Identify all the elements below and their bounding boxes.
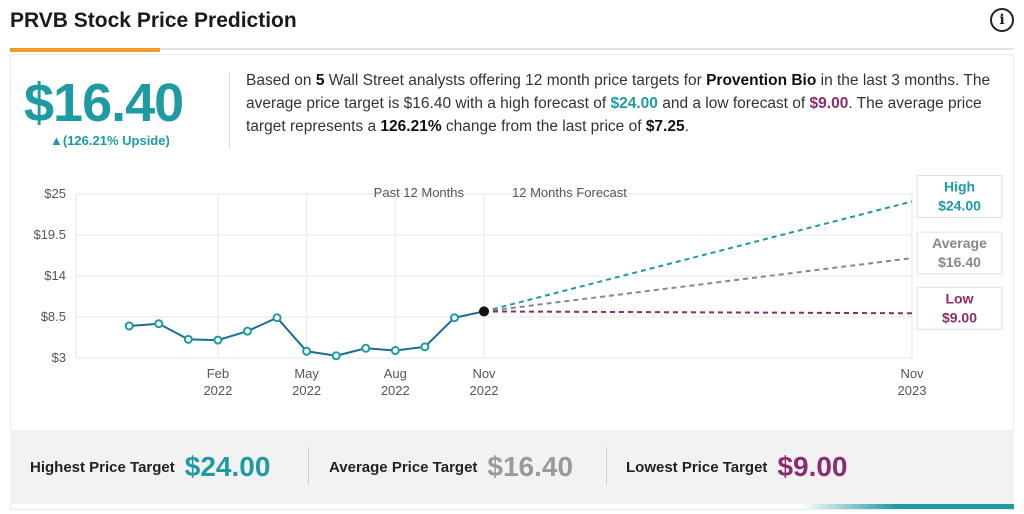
highest-target-value: $24.00 (184, 451, 271, 482)
y-tick-label: $25 (44, 186, 66, 201)
forecast-label-value: $24.00 (938, 197, 981, 213)
summary-text: Wall Street analysts offering 12 month p… (324, 72, 707, 89)
forecast-label-name: Low (946, 290, 974, 306)
x-tick-month: Nov (900, 366, 924, 381)
upside-badge: ▲(126.21% Upside) (50, 133, 170, 148)
x-tick-year: 2022 (292, 383, 321, 398)
lowest-target-value: $9.00 (777, 451, 848, 482)
analyst-count: 5 (315, 72, 325, 89)
forecast-label-box (916, 231, 1003, 275)
footer-divider (606, 447, 607, 485)
highest-target-group: Highest Price Target $24.00 (30, 430, 270, 504)
info-icon[interactable]: i (990, 8, 1014, 32)
history-point (154, 319, 164, 329)
footer-divider (308, 447, 309, 485)
history-point (124, 321, 134, 331)
history-point (390, 346, 400, 356)
history-point (183, 334, 193, 344)
x-tick-month: Nov (472, 366, 496, 381)
past-section-label: Past 12 Months (374, 185, 465, 200)
y-tick-label: $19.5 (33, 227, 66, 242)
change-percent: 126.21% (380, 118, 442, 135)
low-forecast: $9.00 (809, 95, 849, 112)
x-tick-year: 2022 (470, 383, 499, 398)
forecast-label-box (916, 174, 1003, 218)
highest-target-label: Highest Price Target (30, 458, 175, 476)
header-divider (10, 48, 1014, 50)
x-tick-month: May (294, 366, 319, 381)
last-price: $7.25 (645, 118, 685, 135)
history-point (331, 351, 341, 361)
summary-text: and a low forecast of (657, 95, 810, 112)
forecast-label-value: $16.40 (938, 254, 981, 270)
average-target-group: Average Price Target $16.40 (329, 430, 573, 504)
forecast-line-high (483, 200, 913, 313)
y-tick-label: $14 (44, 268, 66, 283)
history-point (272, 313, 282, 323)
analyst-summary: Based on 5 Wall Street analysts offering… (246, 69, 996, 138)
lowest-target-group: Lowest Price Target $9.00 (626, 430, 848, 504)
footer-accent-bar (800, 504, 1014, 509)
average-target-label: Average Price Target (329, 458, 478, 476)
average-target-value: $16.40 (487, 451, 574, 482)
summary-text: . (684, 118, 689, 135)
y-tick-label: $3 (52, 350, 66, 365)
x-tick-year: 2022 (381, 383, 410, 398)
x-tick-month: Feb (207, 366, 229, 381)
current-price-point (479, 306, 489, 317)
header-accent-bar (10, 48, 160, 52)
forecast-label-name: Average (932, 235, 987, 251)
company-name: Provention Bio (706, 72, 817, 89)
history-point (449, 313, 459, 323)
history-point (213, 335, 223, 345)
x-tick-year: 2023 (898, 383, 927, 398)
history-point (420, 342, 430, 352)
average-price-target: $16.40 (24, 73, 184, 133)
forecast-label-name: High (944, 178, 975, 194)
high-forecast: $24.00 (610, 95, 658, 112)
summary-divider (229, 72, 230, 148)
summary-text: change from the last price of (441, 118, 646, 135)
forecast-line-low (483, 310, 913, 315)
x-tick-year: 2022 (203, 383, 232, 398)
history-point (242, 326, 252, 336)
summary-text: Based on (246, 72, 316, 89)
forecast-line-average (483, 257, 913, 313)
summary-text: in the last 3 months. The average price … (246, 72, 991, 112)
page-header: PRVB Stock Price Prediction i (0, 0, 1024, 52)
history-point (361, 343, 371, 353)
history-point (302, 346, 312, 356)
forecast-label-box (916, 286, 1003, 330)
summary-text: . The average price target represents a (246, 95, 982, 135)
price-target-footer: Highest Price Target $24.00 Average Pric… (10, 430, 1014, 504)
page-title: PRVB Stock Price Prediction (10, 9, 297, 32)
price-forecast-chart: $25 $19.5 $14 $8.5 $3 Feb 2022 May 2022 Aug 2022 No… (33, 174, 1003, 398)
forecast-section-label: 12 Months Forecast (512, 185, 627, 200)
y-tick-label: $8.5 (41, 309, 66, 324)
lowest-target-label: Lowest Price Target (626, 458, 768, 476)
forecast-label-value: $9.00 (942, 309, 977, 325)
x-tick-month: Aug (384, 366, 407, 381)
